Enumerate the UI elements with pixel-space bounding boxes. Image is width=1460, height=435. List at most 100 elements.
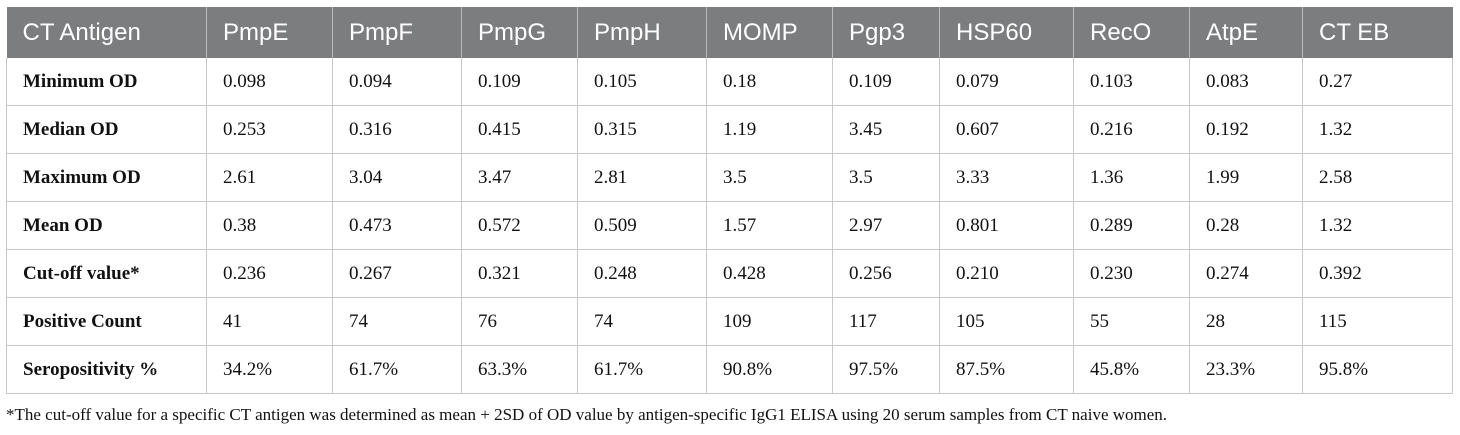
table-cell: 0.274 [1189,249,1303,298]
table-body: Minimum OD 0.098 0.094 0.109 0.105 0.18 0.109 0… [6,58,1453,394]
table-cell: 0.316 [332,105,462,154]
table-cell: 2.61 [206,153,333,202]
table-cell: 0.230 [1073,249,1190,298]
table-cell: 2.81 [577,153,707,202]
table-cell: 0.473 [332,201,462,250]
column-header: PmpG [461,7,578,58]
table-cell: 0.801 [939,201,1074,250]
row-label: Seropositivity % [6,345,207,394]
table-cell: 0.38 [206,201,333,250]
table-cell: 0.28 [1189,201,1303,250]
table-cell: 0.109 [461,58,578,106]
table-cell: 76 [461,297,578,346]
table-cell: 0.321 [461,249,578,298]
table-cell: 0.289 [1073,201,1190,250]
row-label: Median OD [6,105,207,154]
table-cell: 0.216 [1073,105,1190,154]
table-cell: 0.27 [1302,58,1453,106]
table-cell: 95.8% [1302,345,1453,394]
table-row: Seropositivity % 34.2% 61.7% 63.3% 61.7% 90.8… [6,345,1453,394]
table-cell: 3.5 [706,153,833,202]
table-cell: 109 [706,297,833,346]
table-cell: 3.04 [332,153,462,202]
table-cell: 0.105 [577,58,707,106]
table-cell: 61.7% [577,345,707,394]
table-cell: 0.315 [577,105,707,154]
table-cell: 63.3% [461,345,578,394]
table-cell: 105 [939,297,1074,346]
table-row: Mean OD 0.38 0.473 0.572 0.509 1.57 2.97 0.801 0… [6,201,1453,250]
column-header: PmpE [206,7,333,58]
header-row: CT Antigen PmpE PmpF PmpG PmpH MOMP Pgp3… [6,7,1453,58]
table-cell: 1.36 [1073,153,1190,202]
table-cell: 74 [332,297,462,346]
table-cell: 0.253 [206,105,333,154]
table-cell: 97.5% [832,345,940,394]
table-cell: 3.47 [461,153,578,202]
column-header: HSP60 [939,7,1074,58]
table-cell: 61.7% [332,345,462,394]
table-cell: 0.248 [577,249,707,298]
table-cell: 1.32 [1302,105,1453,154]
row-label: Mean OD [6,201,207,250]
table-cell: 0.079 [939,58,1074,106]
table-cell: 0.083 [1189,58,1303,106]
table-cell: 1.32 [1302,201,1453,250]
row-label: Maximum OD [6,153,207,202]
table-cell: 0.192 [1189,105,1303,154]
table-row: Positive Count 41 74 76 74 109 117 105 55 28 115 [6,297,1453,346]
table-cell: 23.3% [1189,345,1303,394]
table-cell: 115 [1302,297,1453,346]
table-cell: 0.392 [1302,249,1453,298]
table-cell: 0.509 [577,201,707,250]
table-cell: 87.5% [939,345,1074,394]
column-header: CT Antigen [6,7,207,58]
table-cell: 3.5 [832,153,940,202]
table-cell: 0.428 [706,249,833,298]
table-cell: 34.2% [206,345,333,394]
table-cell: 0.094 [332,58,462,106]
table-cell: 41 [206,297,333,346]
table-cell: 117 [832,297,940,346]
table-cell: 45.8% [1073,345,1190,394]
row-label: Cut-off value* [6,249,207,298]
table-row: Median OD 0.253 0.316 0.415 0.315 1.19 3.45 0.6… [6,105,1453,154]
table-cell: 1.19 [706,105,833,154]
table-cell: 0.256 [832,249,940,298]
row-label: Positive Count [6,297,207,346]
column-header: AtpE [1189,7,1303,58]
table-cell: 3.33 [939,153,1074,202]
table-cell: 1.57 [706,201,833,250]
table-cell: 2.97 [832,201,940,250]
column-header: PmpF [332,7,462,58]
table-cell: 0.415 [461,105,578,154]
data-table-container: CT Antigen PmpE PmpF PmpG PmpH MOMP Pgp3… [6,7,1453,394]
table-cell: 1.99 [1189,153,1303,202]
table-cell: 74 [577,297,707,346]
table-cell: 0.210 [939,249,1074,298]
table-cell: 2.58 [1302,153,1453,202]
table-cell: 3.45 [832,105,940,154]
column-header: CT EB [1302,7,1453,58]
table-cell: 55 [1073,297,1190,346]
column-header: Pgp3 [832,7,940,58]
table-footnote: *The cut-off value for a specific CT ant… [6,405,1168,424]
antigen-od-table: CT Antigen PmpE PmpF PmpG PmpH MOMP Pgp3… [6,7,1453,394]
table-cell: 0.098 [206,58,333,106]
table-cell: 90.8% [706,345,833,394]
column-header: RecO [1073,7,1190,58]
table-cell: 28 [1189,297,1303,346]
table-cell: 0.103 [1073,58,1190,106]
table-row: Maximum OD 2.61 3.04 3.47 2.81 3.5 3.5 3.33 1.36… [6,153,1453,202]
table-cell: 0.109 [832,58,940,106]
table-cell: 0.572 [461,201,578,250]
table-row: Minimum OD 0.098 0.094 0.109 0.105 0.18 0.109 0… [6,58,1453,106]
table-cell: 0.18 [706,58,833,106]
column-header: PmpH [577,7,707,58]
table-cell: 0.267 [332,249,462,298]
table-cell: 0.607 [939,105,1074,154]
table-row: Cut-off value* 0.236 0.267 0.321 0.248 0.428 0… [6,249,1453,298]
table-cell: 0.236 [206,249,333,298]
row-label: Minimum OD [6,58,207,106]
column-header: MOMP [706,7,833,58]
